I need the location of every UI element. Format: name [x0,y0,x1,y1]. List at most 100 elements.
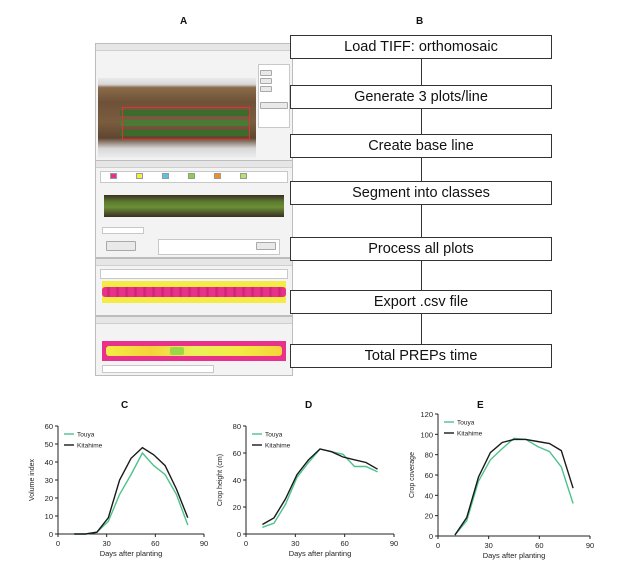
y-axis-label: Crop coverage [409,452,416,498]
weed-mask [102,287,286,297]
panel-letter-e: E [477,400,484,411]
class-color-chip[interactable] [188,173,195,179]
step-create-base-line: Create base line [290,134,552,158]
apply-button[interactable] [260,102,288,109]
step-generate-plots: Generate 3 plots/line [290,85,552,109]
legend-label: Touya [77,432,95,439]
legend-label: Touya [265,432,283,439]
settings-panel [258,64,290,128]
series-line-kitahime [454,438,574,536]
y-tick-label: 20 [233,503,241,512]
panel-letter-c: C [121,400,129,411]
y-tick-label: 30 [45,476,53,485]
step-export-csv: Export .csv file [290,290,552,314]
y-tick-label: 10 [45,512,53,521]
orthomosaic-image [98,78,256,158]
dropdown[interactable] [102,227,144,234]
orthomosaic-window [95,43,293,163]
y-tick-label: 20 [45,494,53,503]
connector [421,314,422,344]
x-tick-label: 90 [390,539,398,548]
status-bar [102,365,214,373]
crop-height-chart: 0 20 40 60 80 0 30 60 90 Days after planting Crop … [217,422,398,558]
y-tick-label: 0 [237,530,241,539]
process-button[interactable] [256,242,276,250]
x-tick-label: 0 [244,539,248,548]
crop-row [120,110,250,116]
classification-window [95,258,293,316]
class-color-chip[interactable] [162,173,169,179]
y-tick-label: 0 [429,532,433,541]
volume-index-chart: 0 10 20 30 40 50 60 0 30 60 90 Days after planting V… [29,422,208,558]
connector [421,59,422,85]
x-tick-label: 60 [535,541,543,550]
option-button[interactable] [260,70,272,76]
step-total-time: Total PREPs time [290,344,552,368]
window-titlebar [96,44,292,51]
class-color-chip[interactable] [240,173,247,179]
crop-coverage-chart: 0 20 40 60 80 100 120 0 30 60 90 Days after plantin… [409,410,594,560]
crop-highlight [170,347,184,355]
x-tick-label: 60 [340,539,348,548]
output-window [95,316,293,376]
series-line-touya [74,451,189,535]
connector [421,158,422,181]
x-axis-label: Days after planting [100,549,163,558]
series-line-touya [454,437,574,536]
step-process-plots: Process all plots [290,237,552,261]
connector [421,109,422,134]
y-tick-label: 0 [49,530,53,539]
connector [421,261,422,290]
x-tick-label: 90 [586,541,594,550]
y-tick-label: 40 [233,476,241,485]
y-tick-label: 40 [425,491,433,500]
series-line-kitahime [262,448,378,526]
x-tick-label: 30 [102,539,110,548]
x-tick-label: 60 [151,539,159,548]
y-tick-label: 50 [45,440,53,449]
series-line-kitahime [74,446,189,535]
legend-label: Kitahime [265,443,291,450]
x-axis-label: Days after planting [483,551,546,560]
y-tick-label: 100 [420,430,433,439]
panel-letter-b: B [416,16,424,27]
y-axis-label: Crop height (cm) [217,454,224,506]
connector [421,205,422,237]
class-color-chip[interactable] [136,173,143,179]
plot-strip-image [104,195,284,217]
y-tick-label: 20 [425,512,433,521]
step-segment-classes: Segment into classes [290,181,552,205]
crop-mask [106,346,282,356]
window-titlebar [96,161,292,168]
plot-outline [122,107,250,140]
panel-letter-d: D [305,400,313,411]
y-tick-label: 80 [233,422,241,431]
y-tick-label: 60 [45,422,53,431]
segmentation-window [95,160,293,258]
y-tick-label: 80 [425,451,433,460]
x-tick-label: 0 [56,539,60,548]
class-color-chip[interactable] [110,173,117,179]
panel-letter-a: A [180,16,188,27]
legend-label: Kitahime [457,431,483,438]
y-tick-label: 40 [45,458,53,467]
window-titlebar [96,259,292,266]
y-tick-label: 60 [425,471,433,480]
class-color-chip[interactable] [214,173,221,179]
y-tick-label: 60 [233,449,241,458]
x-tick-label: 30 [484,541,492,550]
options-group [158,239,280,255]
x-tick-label: 30 [291,539,299,548]
step-load-tiff: Load TIFF: orthomosaic [290,35,552,59]
segment-button[interactable] [106,241,136,251]
crop-row [120,130,250,136]
legend-label: Touya [457,420,475,427]
crop-row [120,120,250,126]
option-button[interactable] [260,86,272,92]
y-axis-label: Volume index [29,458,36,501]
option-button[interactable] [260,78,272,84]
x-tick-label: 90 [200,539,208,548]
x-tick-label: 0 [436,541,440,550]
y-tick-label: 120 [420,410,433,419]
x-axis-label: Days after planting [289,549,352,558]
